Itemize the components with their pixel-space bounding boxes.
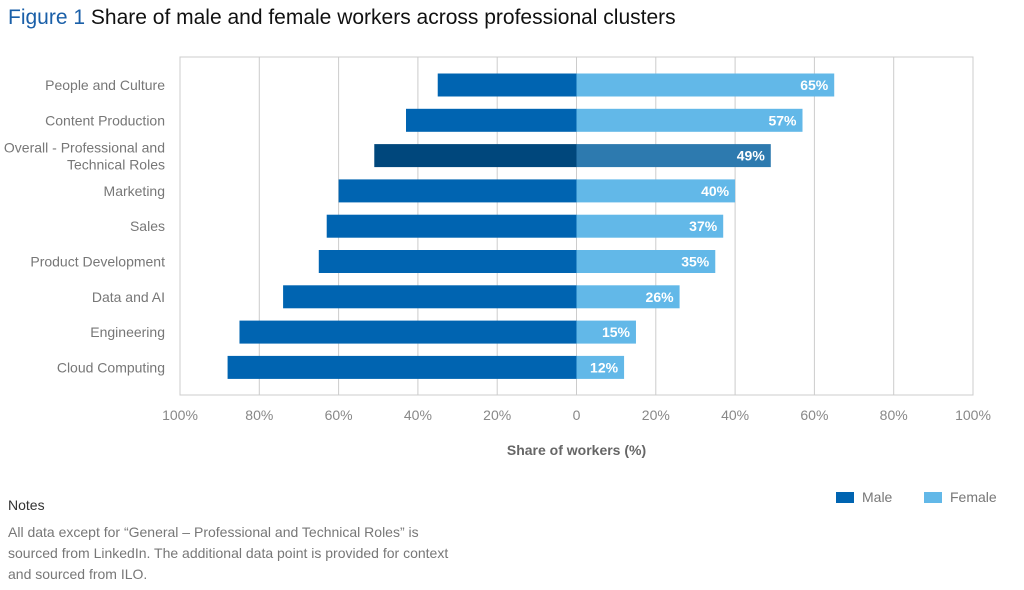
x-tick-label: 80% bbox=[245, 407, 273, 423]
bar-female bbox=[576, 144, 771, 168]
bar-female bbox=[576, 320, 636, 344]
data-label: 40% bbox=[701, 183, 730, 199]
legend-item-female: Female bbox=[924, 489, 997, 505]
legend-item-male: Male bbox=[836, 489, 892, 505]
title-text: Share of male and female workers across … bbox=[90, 6, 676, 29]
bar-female bbox=[576, 214, 724, 238]
legend-swatch-male bbox=[836, 491, 854, 503]
x-tick-label: 60% bbox=[325, 407, 353, 423]
x-tick-label: 20% bbox=[642, 407, 670, 423]
bar-male bbox=[326, 214, 577, 238]
bar-female bbox=[576, 250, 716, 273]
y-tick-label: Overall - Professional and bbox=[4, 140, 165, 156]
bar-female bbox=[576, 73, 835, 97]
y-tick-label: People and Culture bbox=[45, 77, 165, 93]
bar-male bbox=[227, 355, 577, 379]
bar-male bbox=[406, 108, 577, 132]
data-label: 65% bbox=[800, 77, 829, 93]
x-axis-label: Share of workers (%) bbox=[507, 442, 646, 458]
x-tick-label: 40% bbox=[721, 407, 749, 423]
bar-female bbox=[576, 355, 625, 379]
data-label: 57% bbox=[768, 112, 797, 128]
notes-heading: Notes bbox=[8, 497, 45, 513]
bar-female bbox=[576, 179, 736, 203]
data-label: 35% bbox=[681, 254, 710, 270]
data-label: 37% bbox=[689, 218, 718, 234]
data-label: 49% bbox=[737, 148, 766, 164]
chart-title: Figure 1 Share of male and female worker… bbox=[8, 6, 676, 30]
y-tick-label: Cloud Computing bbox=[57, 359, 165, 375]
x-tick-label: 40% bbox=[404, 407, 432, 423]
y-tick-label: Engineering bbox=[90, 324, 165, 340]
x-tick-label: 20% bbox=[483, 407, 511, 423]
x-tick-label: 80% bbox=[880, 407, 908, 423]
data-label: 15% bbox=[602, 324, 631, 340]
figure-label: Figure 1 bbox=[8, 6, 86, 29]
legend-label-female: Female bbox=[950, 489, 997, 505]
data-label: 12% bbox=[590, 359, 619, 375]
bar-male bbox=[374, 144, 577, 168]
y-tick-label: Content Production bbox=[45, 112, 165, 128]
y-tick-label: Product Development bbox=[30, 254, 165, 270]
y-tick-label: Data and AI bbox=[92, 289, 165, 305]
x-tick-label: 100% bbox=[162, 407, 198, 423]
legend-swatch-female bbox=[924, 491, 942, 503]
notes-body: All data except for “General – Professio… bbox=[8, 524, 449, 582]
bar-female bbox=[576, 108, 803, 132]
y-tick-label: Marketing bbox=[104, 183, 165, 199]
y-tick-label: Sales bbox=[130, 218, 165, 234]
bar-male bbox=[283, 285, 577, 309]
x-tick-label: 60% bbox=[800, 407, 828, 423]
x-tick-label: 0 bbox=[573, 407, 581, 423]
bar-female bbox=[576, 285, 680, 309]
x-tick-label: 100% bbox=[955, 407, 991, 423]
legend-label-male: Male bbox=[862, 489, 893, 505]
bar-male bbox=[318, 250, 577, 273]
bar-male bbox=[338, 179, 577, 203]
y-tick-label-cont: Technical Roles bbox=[67, 157, 165, 173]
data-label: 26% bbox=[646, 289, 675, 305]
bar-male bbox=[239, 320, 577, 344]
bar-male bbox=[437, 73, 577, 97]
